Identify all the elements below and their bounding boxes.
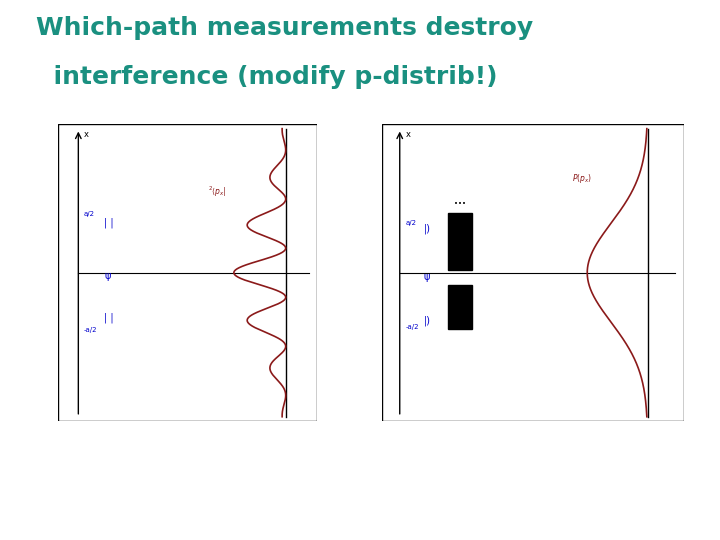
Text: x: x: [84, 130, 89, 139]
Text: a/2: a/2: [84, 211, 94, 217]
Bar: [448, 285, 472, 329]
Text: •••: •••: [454, 201, 467, 207]
Text: |): |): [424, 223, 431, 234]
Text: | |: | |: [104, 312, 114, 323]
Bar: [448, 213, 472, 269]
Text: Which-path measurements destroy: Which-path measurements destroy: [36, 16, 533, 40]
Text: $P(p_x)$: $P(p_x)$: [572, 172, 593, 185]
Text: |): |): [424, 315, 431, 326]
Text: interference (modify p-distrib!): interference (modify p-distrib!): [36, 65, 498, 89]
Text: ψ: ψ: [104, 271, 111, 281]
Text: ψ: ψ: [424, 272, 431, 282]
Text: $^2\langle p_x|$: $^2\langle p_x|$: [208, 185, 227, 199]
Text: -a/2: -a/2: [406, 324, 419, 330]
Text: | |: | |: [104, 217, 114, 228]
Text: a/2: a/2: [406, 220, 417, 226]
Text: -a/2: -a/2: [84, 327, 97, 333]
Text: x: x: [406, 130, 411, 139]
